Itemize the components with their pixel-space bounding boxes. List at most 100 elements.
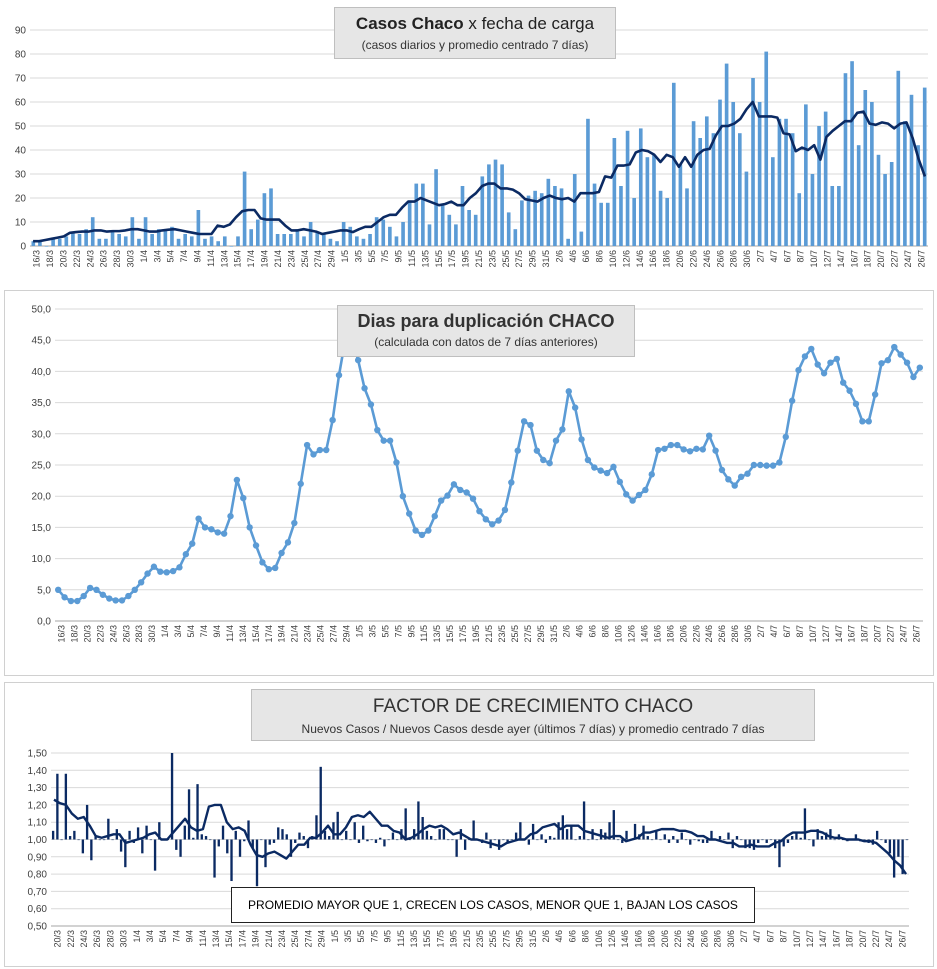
x-tick-label: 25/4 — [300, 250, 310, 268]
x-tick-label: 4/6 — [554, 930, 564, 943]
point — [316, 446, 324, 454]
x-tick-label: 26/7 — [897, 930, 907, 948]
bar — [98, 839, 102, 841]
bar — [379, 837, 382, 840]
y-tick-label: 30,0 — [32, 429, 52, 440]
y-tick-label: 30 — [15, 170, 27, 181]
bar — [570, 825, 573, 840]
point — [393, 459, 400, 466]
factor-title: FACTOR DE CRECIMIENTO CHACO — [372, 696, 694, 717]
bar — [727, 832, 730, 840]
bar — [718, 99, 722, 246]
x-tick-label: 19/5 — [471, 625, 481, 643]
point — [648, 471, 655, 478]
point — [354, 356, 362, 364]
point — [693, 445, 700, 452]
point — [118, 597, 126, 604]
x-tick-label: 12/7 — [821, 625, 831, 643]
x-tick-label: 13/4 — [238, 625, 248, 643]
bar — [77, 234, 82, 246]
bar — [204, 836, 208, 840]
x-tick-label: 3/5 — [353, 250, 363, 263]
bar — [366, 839, 369, 842]
y-tick-label: 20 — [15, 194, 27, 205]
x-tick-label: 7/5 — [380, 250, 390, 263]
x-tick-label: 15/5 — [434, 250, 444, 268]
point — [878, 360, 885, 367]
bar — [731, 102, 736, 246]
bar — [387, 839, 390, 841]
point — [559, 426, 566, 433]
x-tick-label: 13/5 — [432, 625, 442, 643]
series-line — [53, 798, 908, 875]
bar — [480, 176, 485, 246]
x-tick-label: 6/6 — [581, 250, 591, 263]
y-tick-label: 1,20 — [28, 800, 48, 811]
bar — [533, 190, 537, 246]
x-tick-label: 1/4 — [132, 930, 142, 943]
x-tick-label: 20/7 — [876, 250, 886, 268]
bar — [870, 102, 874, 246]
bar — [837, 186, 841, 246]
point — [214, 529, 221, 536]
y-tick-label: 70 — [15, 74, 27, 85]
point — [808, 345, 815, 353]
bar — [854, 834, 858, 840]
point — [508, 479, 515, 486]
bar — [60, 839, 63, 841]
x-tick-label: 14/6 — [635, 250, 645, 268]
point — [584, 456, 592, 464]
point — [846, 387, 853, 394]
point — [233, 476, 241, 484]
x-tick-label: 10/6 — [614, 625, 624, 643]
x-tick-label: 22/6 — [688, 250, 698, 268]
x-tick-label: 13/4 — [219, 250, 229, 268]
bar — [229, 246, 234, 247]
bar — [361, 238, 366, 246]
y-tick-label: 10,0 — [32, 554, 52, 565]
bar — [652, 154, 656, 246]
bar — [803, 808, 807, 840]
x-tick-label: 26/7 — [916, 250, 926, 268]
x-tick-label: 8/6 — [595, 250, 605, 263]
bar — [94, 836, 97, 840]
bar — [145, 825, 148, 840]
point — [176, 564, 183, 571]
bar — [374, 839, 378, 843]
y-tick-label: 50,0 — [32, 305, 52, 316]
bar — [544, 839, 548, 843]
x-tick-label: 27/4 — [303, 930, 313, 948]
casos-title-box: Casos Chaco x fecha de carga (casos diar… — [334, 7, 616, 59]
bar — [298, 832, 301, 840]
bar — [281, 829, 284, 840]
x-tick-label: 1/5 — [330, 930, 340, 943]
x-tick-label: 29/5 — [528, 250, 538, 268]
point — [457, 486, 464, 494]
bar — [275, 234, 280, 246]
x-tick-label: 18/7 — [860, 625, 870, 643]
point — [552, 437, 560, 444]
bar — [394, 236, 399, 246]
x-tick-label: 24/3 — [79, 930, 89, 948]
bar — [582, 801, 586, 840]
point — [814, 361, 821, 368]
bar — [451, 839, 454, 841]
point — [227, 512, 234, 520]
bar — [863, 839, 866, 841]
bar — [599, 829, 603, 840]
bar — [295, 229, 300, 246]
bar — [744, 171, 749, 246]
bar — [71, 231, 75, 246]
x-tick-label: 1/5 — [340, 250, 350, 263]
point — [482, 516, 490, 523]
bar — [285, 834, 288, 840]
bar — [357, 839, 361, 843]
x-tick-label: 11/4 — [198, 930, 208, 947]
bar — [784, 118, 788, 246]
y-tick-label: 1,50 — [28, 749, 48, 760]
bar — [514, 832, 518, 840]
x-tick-label: 11/5 — [419, 625, 429, 642]
bar — [786, 839, 790, 843]
point — [495, 517, 502, 524]
duplicacion-chart: 0,0 5,0 10,0 15,0 20,0 25,0 30,0 35,0 40,0 45,0 50… — [32, 305, 924, 643]
